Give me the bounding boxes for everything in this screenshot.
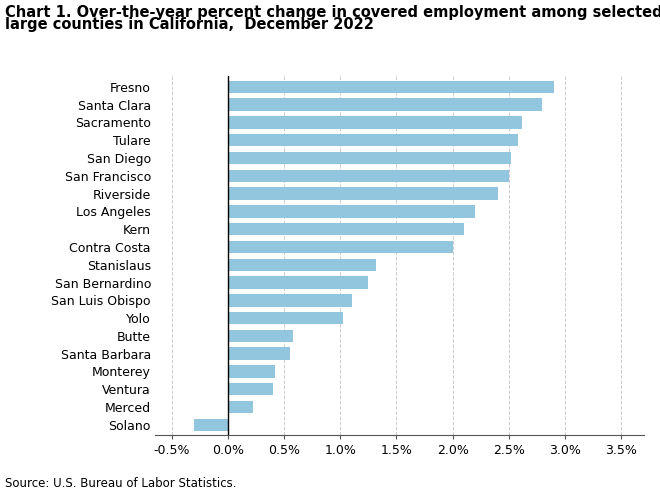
Bar <box>228 205 475 217</box>
Bar <box>228 401 253 413</box>
Bar <box>228 277 368 289</box>
Bar <box>228 116 522 129</box>
Bar <box>228 98 543 111</box>
Bar <box>228 81 554 93</box>
Bar <box>228 365 275 378</box>
Bar <box>228 223 464 235</box>
Bar <box>228 294 352 307</box>
Bar <box>228 152 511 164</box>
Text: large counties in California,  December 2022: large counties in California, December 2… <box>5 17 374 32</box>
Text: Source: U.S. Bureau of Labor Statistics.: Source: U.S. Bureau of Labor Statistics. <box>5 477 237 490</box>
Bar <box>228 330 293 342</box>
Bar <box>228 258 376 271</box>
Bar <box>228 170 509 182</box>
Bar <box>228 187 498 200</box>
Text: Chart 1. Over-the-year percent change in covered employment among selected: Chart 1. Over-the-year percent change in… <box>5 5 660 20</box>
Bar <box>195 419 228 431</box>
Bar <box>228 383 273 396</box>
Bar <box>228 241 453 253</box>
Bar <box>228 134 517 147</box>
Bar <box>228 312 343 324</box>
Bar <box>228 347 290 360</box>
